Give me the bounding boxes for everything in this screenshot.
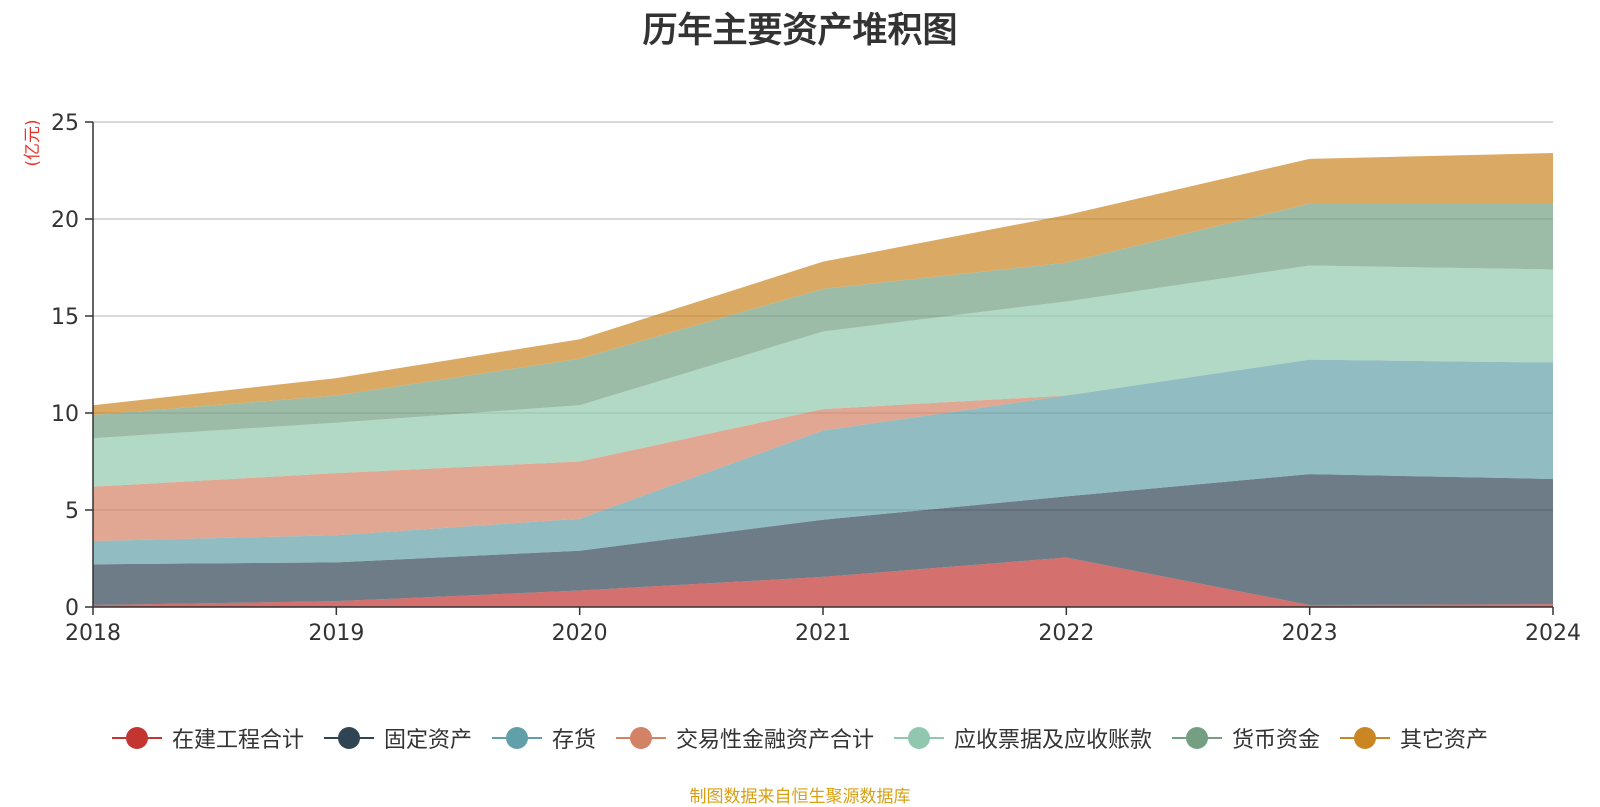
legend-item-1[interactable]: 固定资产 <box>323 722 472 754</box>
y-tick-label-0: 0 <box>65 596 79 621</box>
y-tick-label-15: 15 <box>51 305 79 330</box>
legend-label: 其它资产 <box>1400 728 1489 753</box>
x-tick-label-2024: 2024 <box>1525 621 1581 646</box>
y-tick-label-10: 10 <box>51 402 79 427</box>
legend-marker-icon <box>323 727 374 749</box>
legend-item-0[interactable]: 在建工程合计 <box>111 722 304 754</box>
area-series-0 <box>93 557 1553 607</box>
legend-marker-icon <box>111 727 162 749</box>
legend-label: 应收票据及应收账款 <box>954 728 1153 753</box>
legend-label: 在建工程合计 <box>171 728 304 753</box>
area-series-1 <box>93 474 1553 606</box>
legend-marker-icon <box>491 727 542 749</box>
legend-marker-dot <box>505 727 528 749</box>
area-series-group <box>93 153 1553 607</box>
y-axis-unit-label: (亿元) <box>23 119 43 166</box>
legend-marker-dot <box>125 727 148 749</box>
x-tick-label-2018: 2018 <box>65 621 121 646</box>
x-tick-label-2022: 2022 <box>1038 621 1094 646</box>
legend-item-6[interactable]: 其它资产 <box>1340 722 1488 754</box>
y-tick-label-5: 5 <box>65 499 79 524</box>
y-tick-label-25: 25 <box>51 111 79 136</box>
legend-label: 存货 <box>551 728 596 753</box>
axes: 0 5 10 15 20 25 2018 2019 2020 2021 2022 2023 2024 <box>51 111 1581 646</box>
legend-item-4[interactable]: 应收票据及应收账款 <box>894 722 1152 754</box>
legend-label: 交易性金融资产合计 <box>675 728 874 753</box>
legend-marker-dot <box>1354 727 1377 749</box>
x-tick-label-2023: 2023 <box>1282 621 1338 646</box>
area-series-6 <box>93 153 1553 415</box>
legend-label: 货币资金 <box>1232 728 1321 753</box>
legend-item-5[interactable]: 货币资金 <box>1172 722 1320 754</box>
x-tick-label-2020: 2020 <box>552 621 608 646</box>
legend-marker-dot <box>337 727 360 749</box>
area-series-4 <box>93 265 1553 487</box>
legend-label: 固定资产 <box>383 728 472 753</box>
legend-marker-icon <box>615 727 666 749</box>
legend-marker-dot <box>629 727 652 749</box>
legend-marker-icon <box>894 727 944 749</box>
x-tick-label-2021: 2021 <box>795 621 851 646</box>
legend-item-3[interactable]: 交易性金融资产合计 <box>615 722 874 754</box>
y-tick-label-20: 20 <box>51 208 79 233</box>
legend-marker-icon <box>1340 727 1391 749</box>
legend-marker-icon <box>1172 727 1223 749</box>
area-series-3 <box>93 359 1553 542</box>
x-tick-label-2019: 2019 <box>308 621 364 646</box>
chart-title: 历年主要资产堆积图 <box>642 11 958 51</box>
area-series-5 <box>93 203 1553 439</box>
legend-marker-dot <box>1186 727 1209 749</box>
legend-marker-dot <box>908 727 930 749</box>
area-series-2 <box>93 359 1553 565</box>
legend: 在建工程合计 固定资产 存货 交易性金融资产合计 应收票据及应收账款 货币资金 其它资产 <box>0 722 1600 754</box>
legend-item-2[interactable]: 存货 <box>491 722 596 754</box>
source-note: 制图数据来自恒生聚源数据库 <box>689 787 911 807</box>
